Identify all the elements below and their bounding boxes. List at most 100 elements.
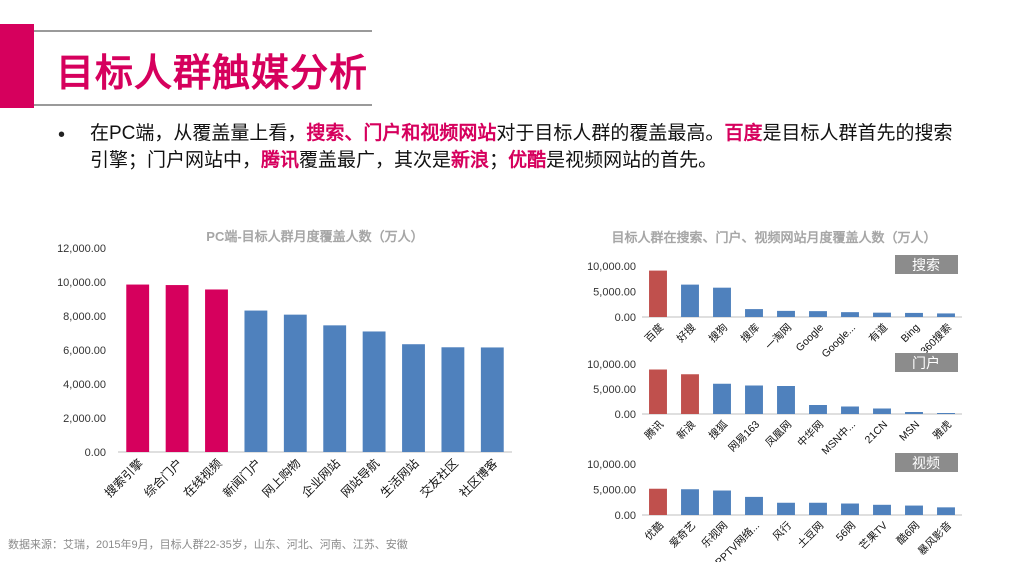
right-bar bbox=[937, 313, 955, 317]
summary-text: 在PC端，从覆盖量上看，搜索、门户和视频网站对于目标人群的覆盖最高。百度是目标人… bbox=[90, 123, 953, 171]
right-y-tick-label: 10,000.00 bbox=[587, 459, 636, 471]
right-bar bbox=[937, 413, 955, 414]
right-bar bbox=[681, 374, 699, 414]
left-y-tick-label: 2,000.00 bbox=[63, 413, 106, 425]
right-x-tick-label: 搜狗 bbox=[706, 321, 730, 345]
highlight-youku: 优酷 bbox=[508, 150, 547, 171]
right-x-tick-label: 腾讯 bbox=[642, 418, 666, 442]
right-y-tick-label: 0.00 bbox=[615, 409, 636, 421]
title-divider-top bbox=[34, 30, 372, 32]
right-bar bbox=[905, 412, 923, 414]
panel-tag-box bbox=[895, 453, 958, 472]
right-x-tick-label: 暴风影音 bbox=[915, 519, 954, 558]
right-x-tick-label: 酷6网 bbox=[895, 520, 922, 547]
right-y-tick-label: 5,000.00 bbox=[593, 485, 636, 497]
right-bar bbox=[681, 489, 699, 515]
left-x-tick-label: 搜索引擎 bbox=[101, 456, 146, 501]
right-x-tick-label: 搜库 bbox=[738, 321, 762, 345]
left-y-tick-label: 8,000.00 bbox=[63, 311, 106, 323]
left-x-tick-label: 网站导航 bbox=[338, 456, 383, 501]
left-x-tick-label: 新闻门户 bbox=[219, 456, 264, 501]
site-coverage-chart: 目标人群在搜索、门户、视频网站月度覆盖人数（万人） 10,000.00 5,000.… bbox=[587, 230, 962, 562]
right-x-tick-label: 风行 bbox=[770, 519, 794, 543]
left-bar bbox=[244, 310, 268, 452]
right-x-tick-label: 土豆网 bbox=[795, 519, 826, 550]
left-x-tick-label: 交友社区 bbox=[416, 456, 461, 501]
right-bar bbox=[713, 490, 731, 515]
right-x-tick-label: 雅虎 bbox=[930, 418, 954, 442]
left-x-tick-label: 社区博客 bbox=[456, 456, 501, 501]
right-x-tick-label: 360搜索 bbox=[918, 321, 954, 357]
right-x-tick-label: Bing bbox=[899, 322, 922, 345]
right-y-tick-label: 10,000.00 bbox=[587, 359, 636, 371]
right-x-tick-label: MSN bbox=[897, 419, 922, 444]
left-bar bbox=[480, 347, 504, 452]
data-source-note: 数据来源：艾瑞，2015年9月，目标人群22-35岁，山东、河北、河南、江苏、安… bbox=[8, 539, 408, 551]
right-bar bbox=[905, 312, 923, 317]
right-y-tick-label: 10,000.00 bbox=[587, 261, 636, 273]
right-bar bbox=[809, 405, 827, 414]
left-y-tick-label: 6,000.00 bbox=[63, 345, 106, 357]
left-bar bbox=[441, 347, 465, 452]
right-x-tick-label: 网易163 bbox=[726, 419, 762, 455]
page-title: 目标人群触媒分析 bbox=[56, 53, 369, 95]
right-bar bbox=[873, 408, 891, 414]
right-x-tick-label: 搜狐 bbox=[706, 418, 730, 442]
right-x-tick-label: 优酷 bbox=[642, 519, 666, 543]
right-bar bbox=[745, 309, 763, 317]
right-x-tick-label: 乐视网 bbox=[699, 519, 730, 550]
panel-tag-label: 视频 bbox=[912, 455, 940, 471]
right-x-tick-label: MSN中... bbox=[819, 418, 858, 457]
right-bar bbox=[681, 284, 699, 317]
right-bar bbox=[745, 385, 763, 414]
left-bar bbox=[323, 325, 347, 452]
panel-tag-label: 门户 bbox=[912, 355, 940, 371]
right-x-tick-label: Google... bbox=[819, 322, 858, 361]
right-chart-title: 目标人群在搜索、门户、视频网站月度覆盖人数（万人） bbox=[611, 230, 936, 245]
left-y-tick-label: 4,000.00 bbox=[63, 379, 106, 391]
left-y-tick-label: 12,000.00 bbox=[57, 243, 106, 255]
left-y-tick-label: 10,000.00 bbox=[57, 277, 106, 289]
right-x-tick-label: 有道 bbox=[866, 321, 890, 345]
right-bar bbox=[777, 386, 795, 414]
highlight-sina: 新浪 bbox=[451, 150, 490, 171]
right-bar bbox=[809, 311, 827, 317]
right-bar bbox=[905, 505, 923, 515]
left-bar bbox=[126, 284, 150, 452]
highlight-categories: 搜索、门户和视频网站 bbox=[306, 123, 497, 144]
right-x-tick-label: 芒果TV bbox=[857, 519, 891, 553]
right-y-tick-label: 5,000.00 bbox=[593, 287, 636, 299]
right-x-tick-label: 凤凰网 bbox=[763, 419, 794, 450]
right-x-tick-label: 百度 bbox=[642, 321, 666, 345]
right-bar bbox=[649, 369, 667, 414]
left-x-tick-label: 企业网站 bbox=[298, 456, 343, 501]
right-bar bbox=[841, 503, 859, 515]
panel-tag-box bbox=[895, 255, 958, 274]
left-x-tick-label: 网上购物 bbox=[259, 456, 304, 501]
left-x-tick-label: 生活网站 bbox=[378, 456, 422, 500]
right-bar bbox=[777, 502, 795, 515]
right-bar bbox=[713, 383, 731, 414]
right-x-tick-label: 56网 bbox=[834, 520, 858, 544]
bullet-icon: • bbox=[58, 124, 66, 146]
right-x-tick-label: 好搜 bbox=[674, 321, 698, 345]
right-x-tick-label: 21CN bbox=[863, 419, 890, 446]
right-bar bbox=[841, 406, 859, 414]
title-divider-bottom bbox=[34, 104, 372, 106]
left-bar bbox=[362, 331, 386, 452]
title-accent-bar bbox=[0, 24, 34, 108]
highlight-baidu: 百度 bbox=[724, 123, 763, 144]
right-y-tick-label: 5,000.00 bbox=[593, 384, 636, 396]
right-bar bbox=[841, 312, 859, 317]
left-bar bbox=[402, 344, 425, 452]
right-x-tick-label: 新浪 bbox=[674, 418, 698, 442]
right-bar bbox=[777, 310, 795, 317]
right-bar bbox=[809, 502, 827, 515]
right-bar bbox=[873, 312, 891, 317]
right-bar bbox=[649, 270, 667, 317]
right-y-tick-label: 0.00 bbox=[615, 312, 636, 324]
left-x-tick-label: 在线视频 bbox=[180, 456, 225, 501]
right-y-tick-label: 0.00 bbox=[615, 510, 636, 522]
left-y-tick-label: 0.00 bbox=[85, 447, 106, 459]
left-bar bbox=[165, 285, 189, 452]
